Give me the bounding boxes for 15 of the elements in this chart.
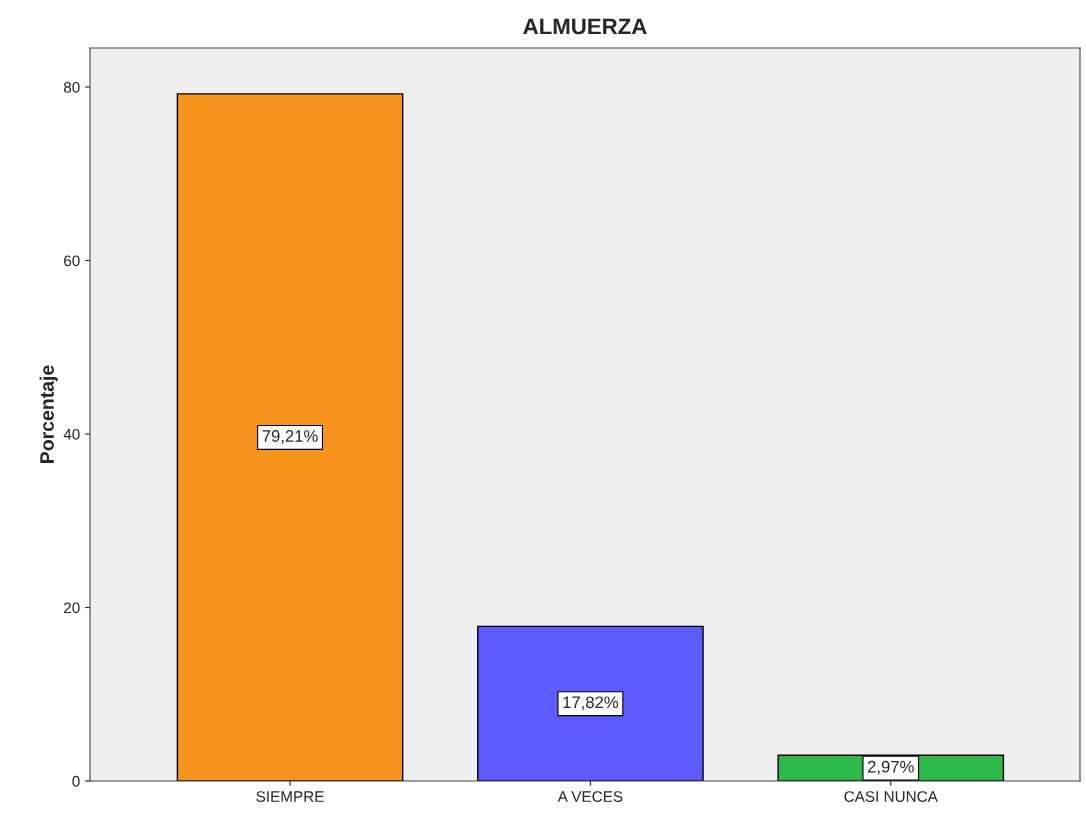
x-tick-label: SIEMPRE xyxy=(256,791,324,802)
chart-title: ALMUERZA xyxy=(523,18,647,35)
y-axis-title: Porcentaje xyxy=(39,365,58,463)
data-label: 79,21% xyxy=(262,430,318,444)
bar xyxy=(176,93,404,781)
x-tick-label: A VECES xyxy=(557,791,623,802)
data-label: 2,97% xyxy=(867,760,914,775)
bar xyxy=(477,625,704,781)
y-tick-label: 20 xyxy=(64,602,80,614)
data-label: 17,82% xyxy=(563,696,619,711)
y-tick-label: 40 xyxy=(63,428,80,440)
y-tick-label: 60 xyxy=(64,255,80,267)
y-tick-label: 0 xyxy=(72,775,80,787)
y-tick-label: 80 xyxy=(63,81,80,93)
x-tick-label: CASI NUNCA xyxy=(844,791,938,802)
